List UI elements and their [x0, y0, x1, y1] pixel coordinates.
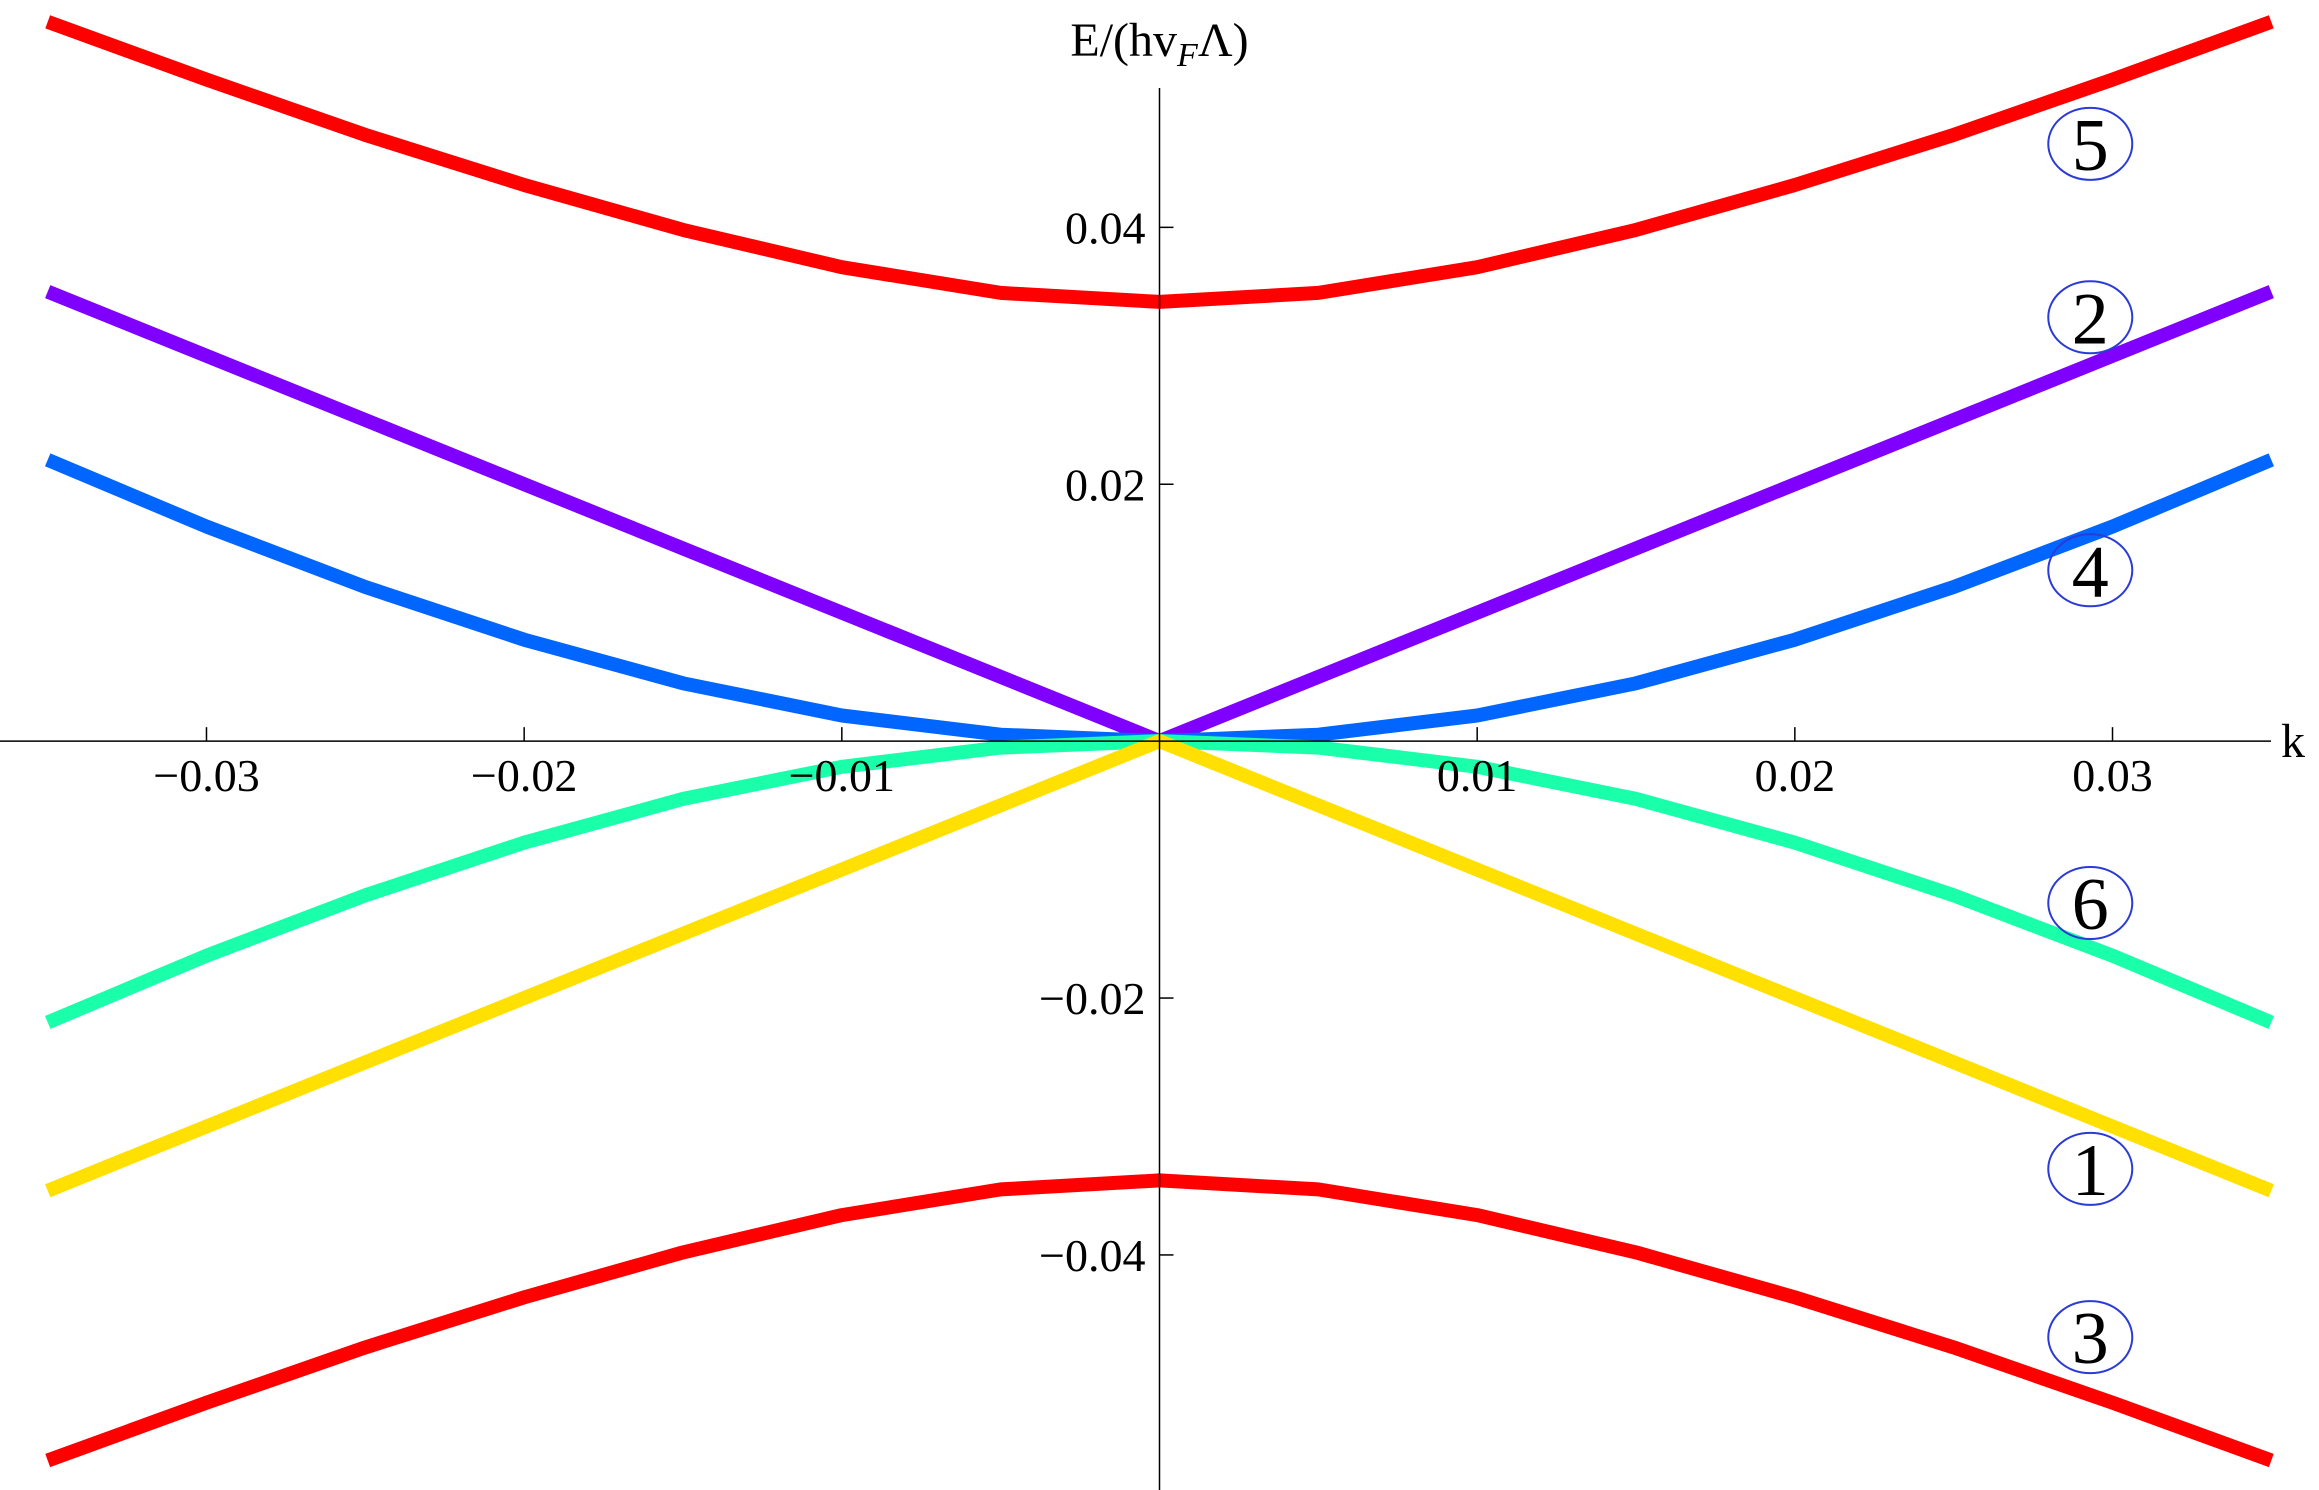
x-tick-label: −0.02 — [471, 750, 577, 801]
x-tick-label: 0.01 — [1437, 750, 1518, 801]
y-tick-label: −0.04 — [1039, 1230, 1145, 1281]
curve-label-text: 2 — [2072, 278, 2109, 360]
curve-label-6: 6 — [2047, 864, 2134, 946]
curve-label-5: 5 — [2047, 105, 2134, 187]
curve-label-ring — [2047, 1300, 2134, 1375]
curve-label-ring — [2047, 1131, 2134, 1206]
curve-label-4: 4 — [2047, 531, 2134, 613]
y-axis-label-tail: Λ) — [1198, 14, 1249, 67]
y-axis-label-subscript: F — [1176, 37, 1199, 74]
curve-label-1: 1 — [2047, 1130, 2134, 1212]
ticks-layer: −0.03 −0.02 −0.01 0.01 0.02 0.03 0.04 0.02 −0.02… — [153, 202, 2153, 1281]
y-axis-label-main: E/(hv — [1070, 14, 1177, 67]
x-tick-label: 0.02 — [1755, 750, 1836, 801]
x-tick-label: −0.01 — [789, 750, 895, 801]
curve-label-ring — [2047, 280, 2134, 355]
curve-label-text: 3 — [2072, 1298, 2109, 1380]
axes-layer — [0, 88, 2271, 1490]
curve-label-text: 1 — [2072, 1130, 2109, 1212]
curve-labels-layer: 5 2 4 6 1 3 — [2047, 105, 2134, 1380]
y-tick-label: −0.02 — [1039, 973, 1145, 1024]
curve-label-3: 3 — [2047, 1298, 2134, 1380]
y-tick-label: 0.02 — [1065, 459, 1146, 510]
x-axis-label: k — [2281, 715, 2305, 768]
curve-label-text: 4 — [2072, 531, 2109, 613]
curve-label-ring — [2047, 106, 2134, 181]
x-tick-label: 0.03 — [2072, 750, 2153, 801]
curve-label-text: 6 — [2072, 864, 2109, 946]
curve-label-text: 5 — [2072, 105, 2109, 187]
y-axis-label: E/(hvFΛ) — [1070, 14, 1248, 74]
curve-label-ring — [2047, 533, 2134, 608]
curve-label-ring — [2047, 865, 2134, 940]
curve-label-2: 2 — [2047, 278, 2134, 360]
y-tick-label: 0.04 — [1065, 202, 1146, 253]
x-tick-label: −0.03 — [153, 750, 259, 801]
